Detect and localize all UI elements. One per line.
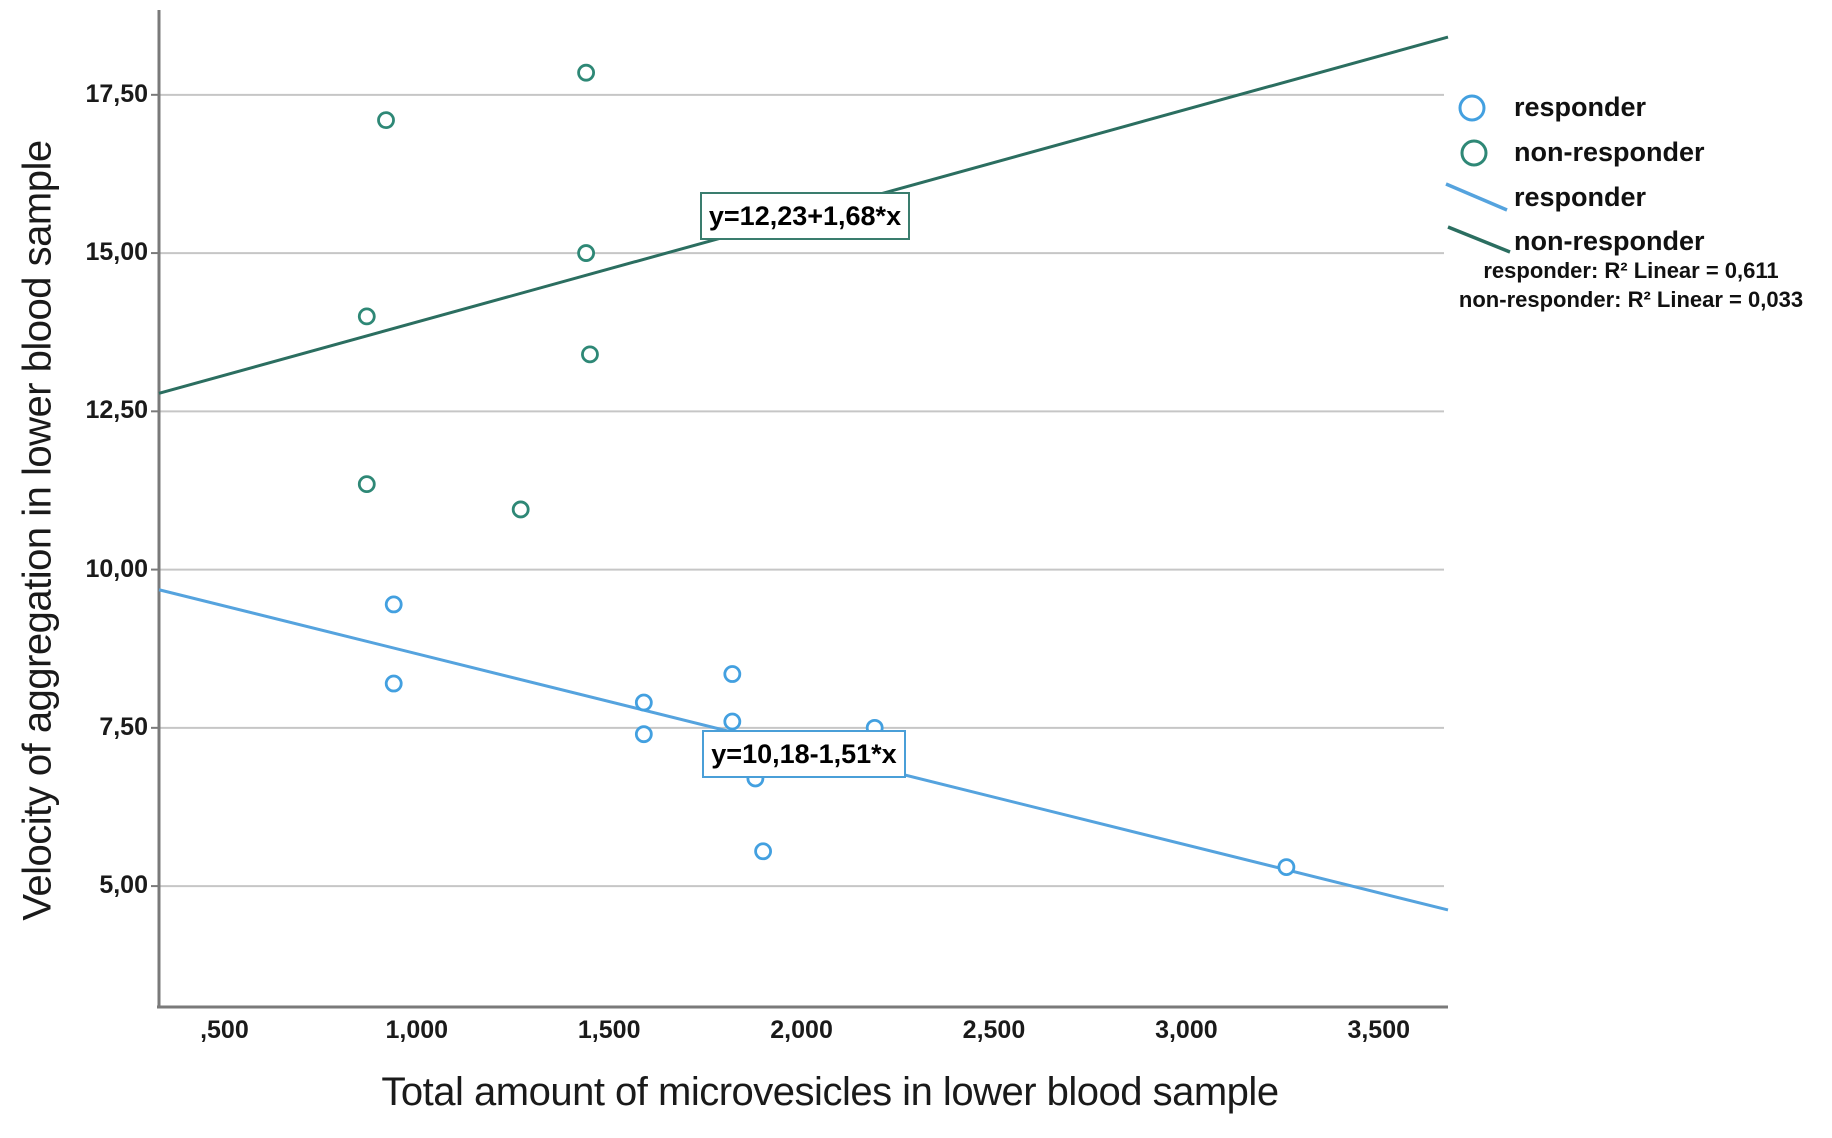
data-point-non-responder [377,111,395,130]
equation-label-responder: y=10,18-1,51*x [702,730,906,778]
r-squared-non-responder: non-responder: R² Linear = 0,033 [1458,287,1804,312]
legend-label-responder-line: responder [1514,182,1647,212]
data-point-responder [634,725,653,744]
y-axis-title: Velocity of aggregation in lower blood s… [15,140,60,921]
data-point-non-responder [357,307,376,326]
data-point-responder [723,712,742,731]
data-point-responder [754,842,772,861]
x-tick-label: ,500 [200,1016,249,1044]
legend-label-responder-marker: responder [1514,92,1647,122]
data-point-responder [723,665,742,683]
data-point-non-responder [577,63,596,82]
x-tick-label: 1,500 [577,1016,641,1044]
x-tick-label: 3,500 [1347,1016,1411,1044]
legend-marker-responder-icon [1458,94,1486,122]
y-tick-label: 7,50 [99,712,148,741]
y-tick-label: 10,00 [85,554,148,583]
r-squared-responder: responder: R² Linear = 0,611 [1483,258,1779,283]
data-point-responder [1277,858,1296,877]
data-point-non-responder [357,475,376,494]
x-tick-label: 2,500 [962,1016,1026,1044]
data-point-non-responder [511,500,530,519]
y-tick-label: 15,00 [85,238,148,267]
legend-label-non-responder-line: non-responder [1514,226,1705,256]
x-axis-title: Total amount of microvesicles in lower b… [381,1070,1279,1114]
data-point-responder [384,595,403,614]
equation-label-non-responder: y=12,23+1,68*x [700,192,910,240]
data-point-responder [634,693,653,712]
y-tick-label: 12,50 [85,396,148,425]
r-squared-annotation: responder: R² Linear = 0,611 non-respond… [1430,256,1832,314]
data-point-non-responder [581,345,599,364]
x-tick-label: 1,000 [385,1016,449,1044]
y-tick-label: 5,00 [99,871,148,900]
y-tick-label: 17,50 [85,79,148,108]
legend-label-non-responder-marker: non-responder [1514,137,1705,167]
legend-line-responder-icon [1445,182,1508,212]
x-tick-label: 3,000 [1155,1016,1218,1044]
legend-marker-non-responder-icon [1460,139,1488,167]
data-point-responder [384,674,403,693]
legend-line-non-responder-icon [1447,225,1511,254]
data-point-non-responder [577,244,596,262]
x-tick-label: 2,000 [770,1016,833,1044]
